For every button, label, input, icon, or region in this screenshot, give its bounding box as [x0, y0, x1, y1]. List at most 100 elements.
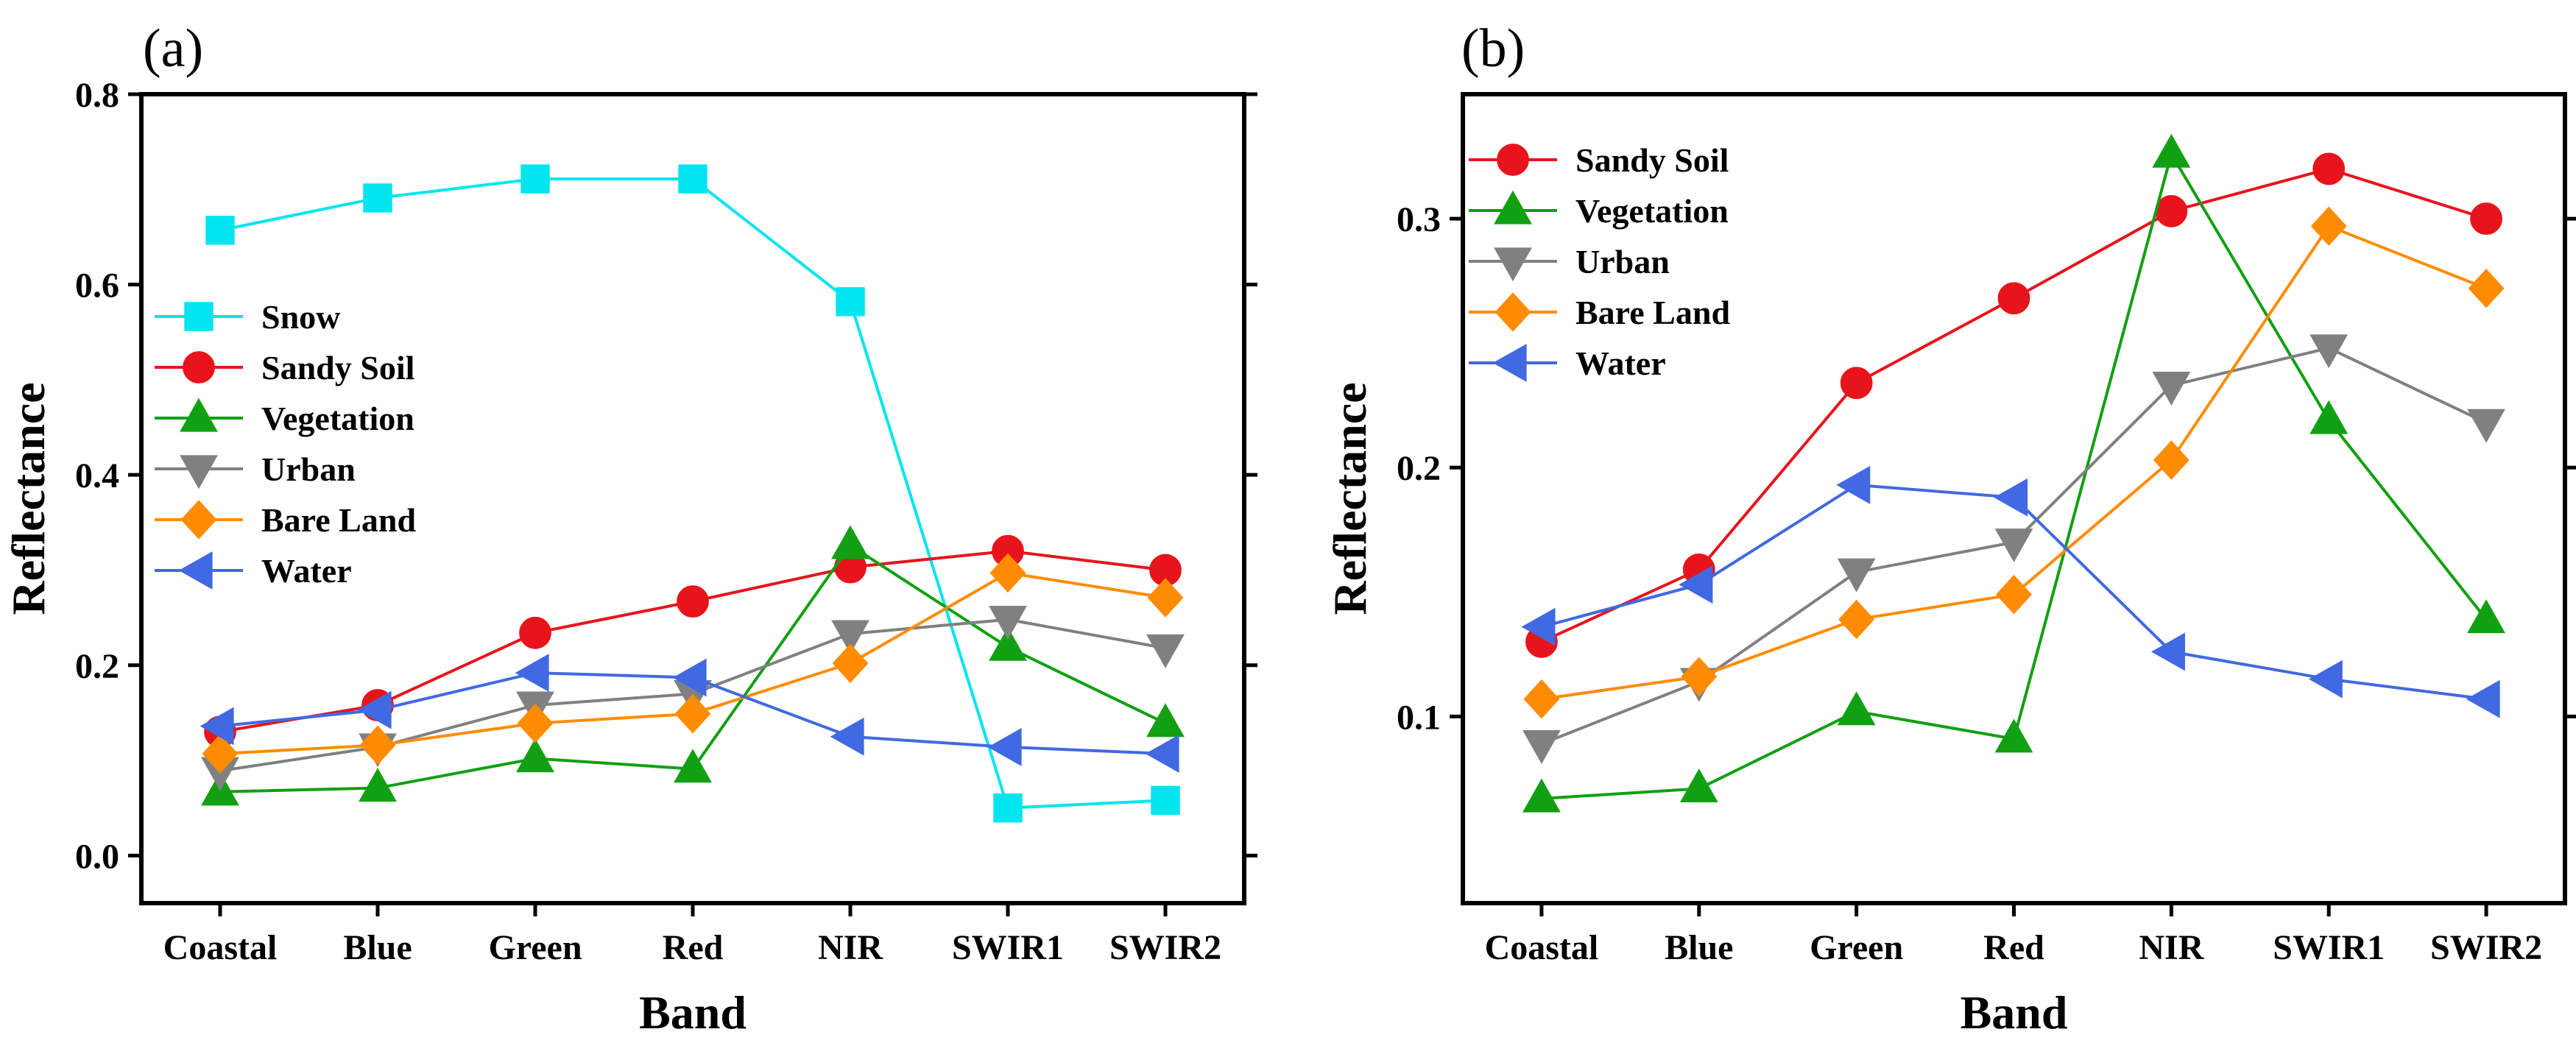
data-point-bare-land-swir1 [989, 553, 1026, 593]
legend-item-water: Water [1469, 344, 1666, 382]
legend-marker [180, 397, 218, 432]
legend-marker [1495, 292, 1531, 332]
data-point-water-swir2 [1145, 735, 1179, 773]
legend-label: Urban [1575, 243, 1670, 280]
data-point-water-red [1994, 478, 2028, 517]
data-point-bare-land-green [1838, 599, 1875, 640]
x-tick-label-coastal: Coastal [1485, 928, 1599, 967]
series-vegetation [1522, 133, 2505, 813]
data-point-bare-land-swir1 [2310, 206, 2347, 247]
data-point-snow-nir [836, 287, 865, 317]
data-point-snow-blue [363, 183, 392, 213]
data-point-sandy-soil-swir2 [2470, 202, 2502, 235]
x-tick-label-nir: NIR [2139, 928, 2204, 967]
data-point-urban-swir1 [2309, 334, 2349, 369]
data-point-vegetation-nir [2152, 133, 2191, 168]
series-bare-land [1523, 206, 2505, 719]
data-point-water-swir1 [2308, 660, 2343, 699]
series-sandy-soil [1525, 152, 2502, 658]
x-tick-label-blue: Blue [1665, 928, 1733, 967]
series-snow [205, 164, 1180, 823]
data-point-vegetation-red [674, 749, 712, 783]
legend-label: Snow [261, 298, 340, 336]
y-tick-label: 0.3 [1397, 200, 1441, 239]
data-point-snow-green [521, 164, 550, 194]
x-tick-label-coastal: Coastal [163, 928, 278, 967]
y-tick-label: 0.8 [75, 76, 119, 115]
panel-a: (a) Coastal Blue Green Red NIR SWIR1 SWIR2 0.0 0.… [2, 18, 1257, 1039]
series-water [200, 654, 1179, 773]
legend-marker [1492, 344, 1527, 382]
legend-item-sandy-soil: Sandy Soil [155, 349, 414, 386]
y-axis-title: Reflectance [1324, 382, 1376, 615]
data-point-vegetation-green [1837, 691, 1876, 726]
data-point-vegetation-red [1994, 718, 2033, 753]
data-point-bare-land-red [674, 693, 711, 734]
data-point-bare-land-green [517, 703, 554, 743]
data-point-vegetation-swir1 [989, 626, 1027, 661]
legend-marker [178, 551, 213, 590]
x-tick-label-nir: NIR [818, 928, 883, 967]
legend: Sandy Soil Vegetation Urban Bare Land Water [1469, 141, 1730, 382]
legend-item-urban: Urban [1469, 243, 1670, 282]
panel-label: (b) [1461, 18, 1525, 79]
data-point-vegetation-nir [831, 525, 869, 559]
data-point-water-coastal [200, 707, 234, 746]
x-tick-label-swir1: SWIR1 [2273, 928, 2385, 967]
data-point-vegetation-green [516, 738, 554, 773]
data-point-vegetation-blue [359, 768, 397, 802]
data-point-bare-land-swir2 [2468, 268, 2505, 308]
legend-item-vegetation: Vegetation [155, 397, 414, 437]
legend-label: Vegetation [1575, 192, 1729, 230]
data-point-water-red [672, 658, 707, 697]
data-point-water-swir1 [987, 728, 1022, 766]
y-tick-label: 0.2 [75, 647, 119, 686]
data-point-snow-swir1 [993, 793, 1023, 823]
data-point-snow-coastal [205, 216, 235, 245]
series-water [1521, 465, 2500, 718]
x-tick-label-swir1: SWIR1 [952, 928, 1064, 967]
data-point-snow-swir2 [1151, 785, 1180, 816]
legend-marker [1494, 190, 1532, 224]
legend-item-bare-land: Bare Land [1469, 292, 1730, 332]
legend-item-water: Water [155, 551, 352, 590]
legend-marker [180, 455, 218, 489]
data-point-sandy-soil-red [677, 585, 709, 618]
data-point-water-nir [830, 717, 864, 756]
legend-label: Sandy Soil [1575, 141, 1729, 179]
data-point-sandy-soil-green [519, 616, 551, 649]
series-line-vegetation [1541, 150, 2488, 800]
y-tick-label: 0.0 [75, 837, 119, 876]
x-axis-title: Band [1961, 986, 2068, 1039]
x-tick-label-swir2: SWIR2 [2430, 928, 2542, 967]
data-point-sandy-soil-nir [2155, 195, 2188, 227]
data-point-water-green [515, 654, 549, 693]
legend-marker [184, 302, 214, 331]
data-point-bare-land-blue [359, 725, 396, 766]
panel-b: (b) Coastal Blue Green Red NIR SWIR1 SWIR2 0.1 0.… [1324, 18, 2576, 1039]
data-point-urban-nir [2152, 372, 2191, 406]
data-point-bare-land-blue [1681, 657, 1718, 697]
data-point-vegetation-swir2 [2467, 599, 2505, 634]
data-point-water-green [1836, 465, 1871, 504]
data-point-urban-nir [831, 620, 869, 654]
data-point-bare-land-coastal [202, 734, 239, 774]
x-tick-label-green: Green [488, 928, 582, 967]
legend-item-urban: Urban [155, 450, 356, 489]
legend-item-sandy-soil: Sandy Soil [1469, 141, 1729, 179]
data-point-urban-green [1837, 558, 1876, 593]
data-point-vegetation-swir2 [1146, 703, 1185, 738]
legend-label: Urban [261, 450, 356, 488]
x-tick-label-swir2: SWIR2 [1109, 928, 1221, 967]
data-point-bare-land-coastal [1523, 679, 1560, 719]
legend-label: Water [261, 552, 352, 590]
x-axis-title: Band [639, 986, 747, 1039]
series-bare-land [202, 553, 1184, 774]
data-point-vegetation-coastal [1522, 778, 1561, 813]
legend-item-snow: Snow [155, 298, 340, 336]
data-point-water-nir [2151, 632, 2185, 671]
data-point-bare-land-swir2 [1147, 578, 1184, 618]
legend-item-bare-land: Bare Land [155, 500, 416, 540]
panel-label: (a) [143, 18, 203, 79]
